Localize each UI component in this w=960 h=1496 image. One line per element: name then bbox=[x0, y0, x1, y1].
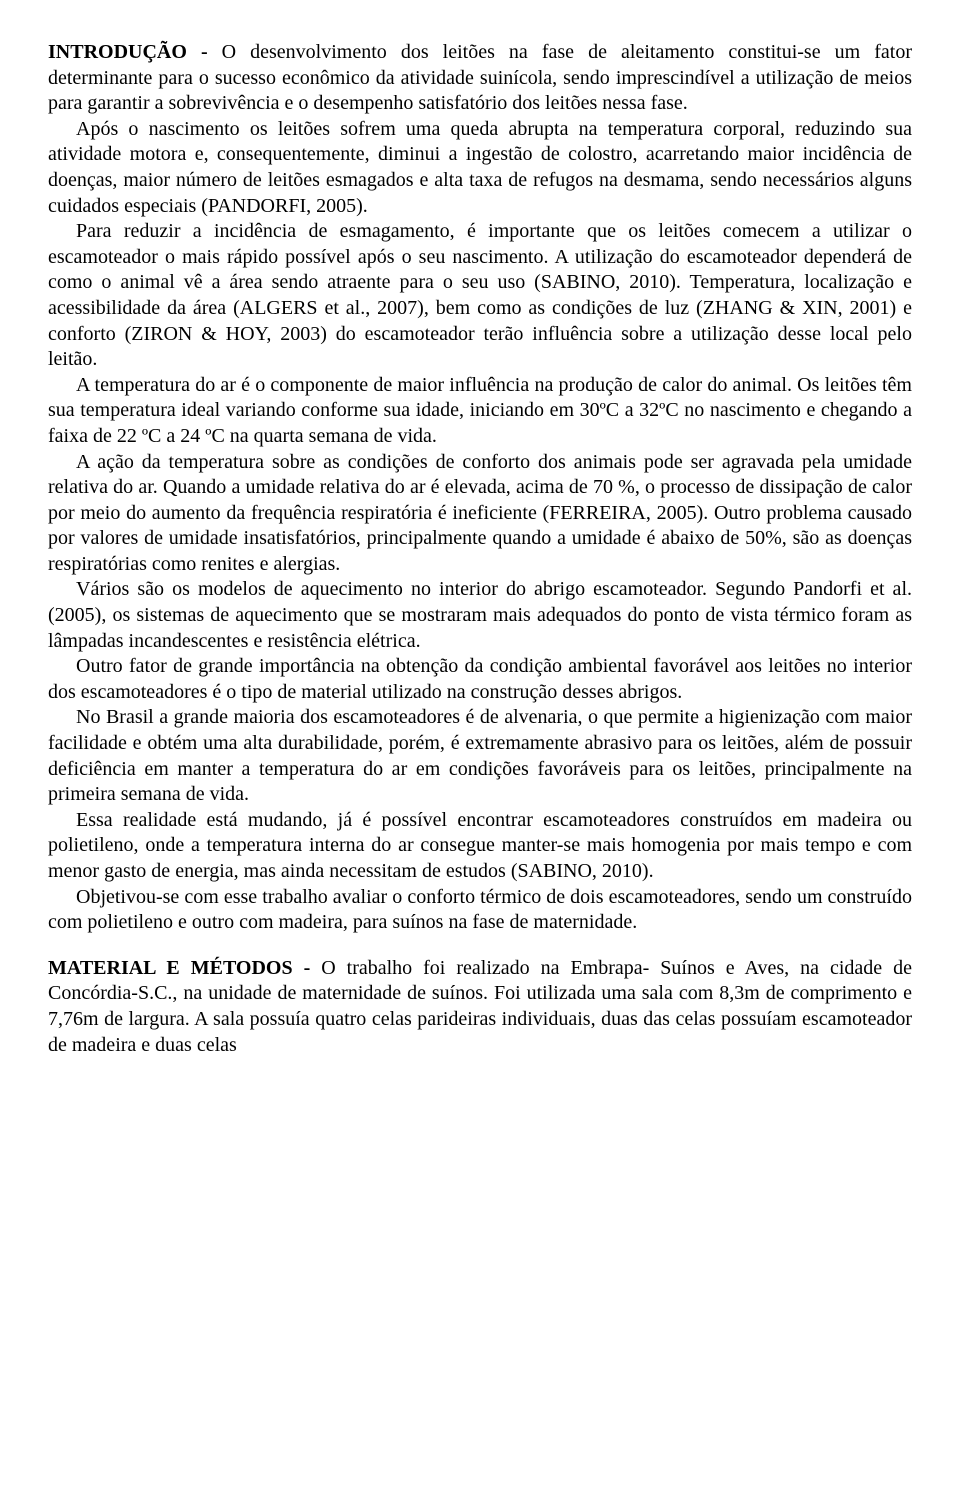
intro-paragraph-4: A temperatura do ar é o componente de ma… bbox=[48, 373, 912, 450]
section-separator bbox=[48, 936, 912, 956]
intro-paragraph-7: Outro fator de grande importância na obt… bbox=[48, 654, 912, 705]
intro-paragraph-9: Essa realidade está mudando, já é possív… bbox=[48, 808, 912, 885]
intro-heading: INTRODUÇÃO - bbox=[48, 41, 222, 63]
intro-paragraph-3: Para reduzir a incidência de esmagamento… bbox=[48, 219, 912, 373]
intro-paragraph-8: No Brasil a grande maioria dos escamotea… bbox=[48, 705, 912, 807]
intro-paragraph-10: Objetivou-se com esse trabalho avaliar o… bbox=[48, 885, 912, 936]
intro-paragraph-5: A ação da temperatura sobre as condições… bbox=[48, 450, 912, 578]
intro-paragraph-6: Vários são os modelos de aquecimento no … bbox=[48, 577, 912, 654]
material-paragraph-1: MATERIAL E MÉTODOS - O trabalho foi real… bbox=[48, 956, 912, 1058]
intro-paragraph-1: INTRODUÇÃO - O desenvolvimento dos leitõ… bbox=[48, 40, 912, 117]
intro-paragraph-2: Após o nascimento os leitões sofrem uma … bbox=[48, 117, 912, 219]
material-heading: MATERIAL E MÉTODOS - bbox=[48, 957, 321, 979]
